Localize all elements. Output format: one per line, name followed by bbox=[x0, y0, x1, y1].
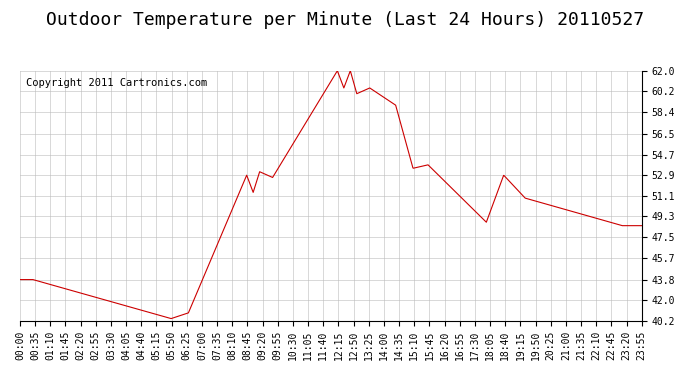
Text: Outdoor Temperature per Minute (Last 24 Hours) 20110527: Outdoor Temperature per Minute (Last 24 … bbox=[46, 11, 644, 29]
Text: Copyright 2011 Cartronics.com: Copyright 2011 Cartronics.com bbox=[26, 78, 208, 88]
